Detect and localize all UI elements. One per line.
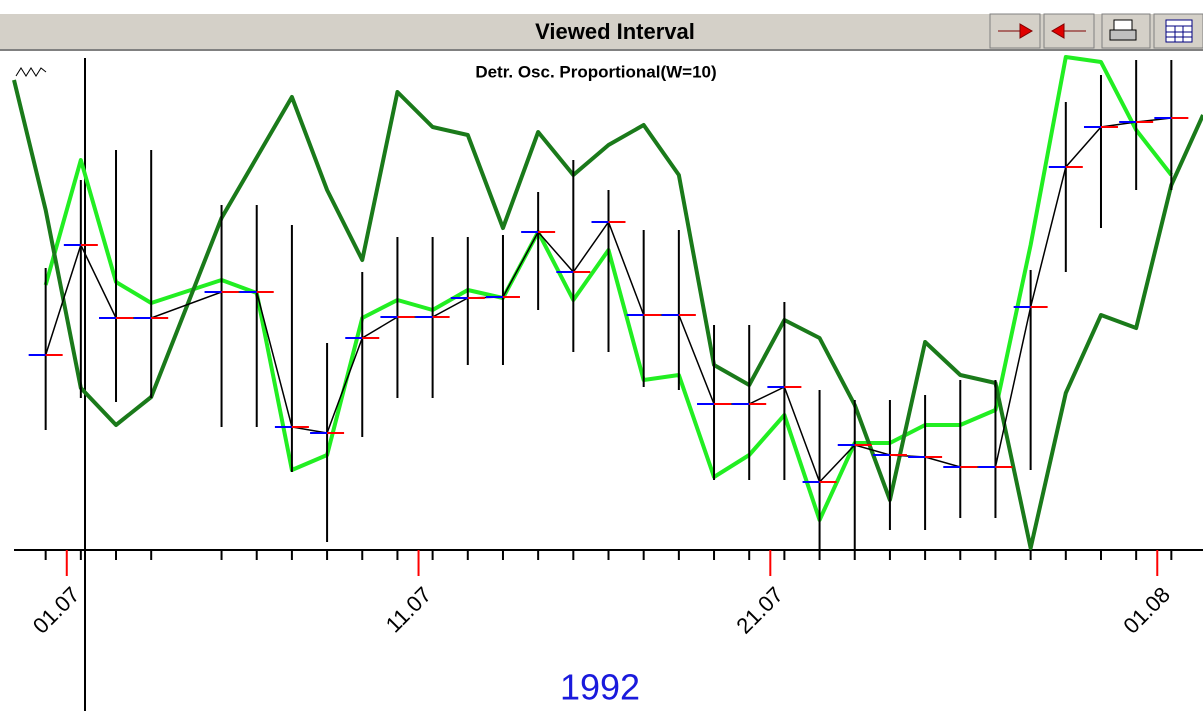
chart-subtitle: Detr. Osc. Proportional(W=10): [475, 62, 716, 81]
indicator-icon: [15, 67, 47, 77]
toolbar: [989, 13, 1203, 49]
indicator-line: [12, 79, 1203, 550]
year-label: 1992: [560, 667, 640, 708]
prev-button[interactable]: [1043, 13, 1095, 49]
header-title: Viewed Interval: [535, 19, 695, 44]
next-button[interactable]: [989, 13, 1041, 49]
calendar-button[interactable]: [1153, 13, 1203, 49]
indicator-line: [43, 55, 1173, 522]
print-button[interactable]: [1101, 13, 1151, 49]
